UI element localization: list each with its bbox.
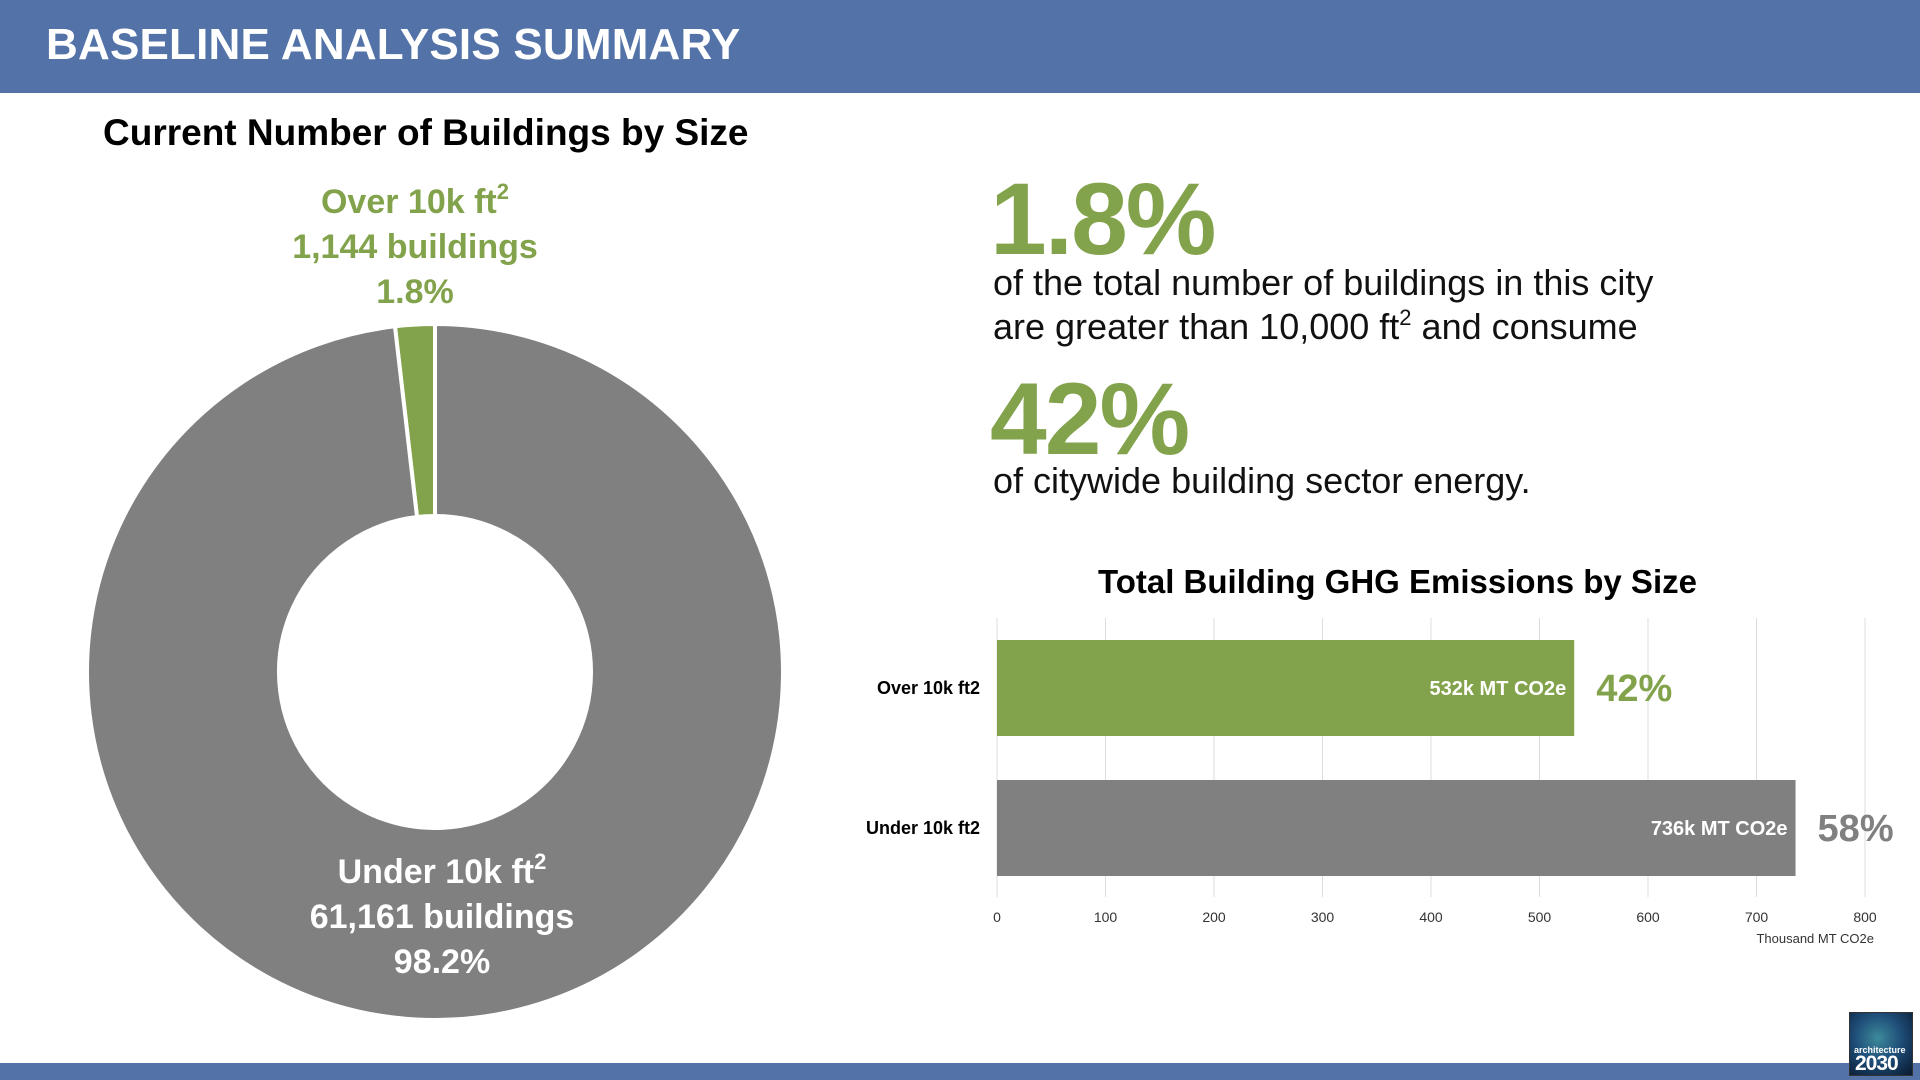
header-bar: BASELINE ANALYSIS SUMMARY — [0, 0, 1920, 93]
x-tick-label: 700 — [1745, 909, 1769, 925]
x-tick-label: 800 — [1853, 909, 1877, 925]
under-label-count: 61,161 buildings — [309, 898, 575, 936]
bar-chart-title: Total Building GHG Emissions by Size — [1098, 563, 1697, 600]
category-label: Under 10k ft2 — [866, 818, 980, 838]
page-title: BASELINE ANALYSIS SUMMARY — [46, 20, 741, 69]
logo-maintext: 2030 — [1855, 1052, 1899, 1075]
footer-bar — [0, 1063, 1920, 1080]
bar-value-label: 736k MT CO2e — [1651, 818, 1788, 840]
bar-value-label: 532k MT CO2e — [1429, 678, 1566, 700]
over-label-percent: 1.8% — [376, 273, 454, 311]
stat-percent-energy: 42% — [990, 362, 1190, 476]
x-tick-label: 600 — [1636, 909, 1660, 925]
stat-text-line1: of the total number of buildings in this… — [993, 262, 1654, 303]
x-axis-title: Thousand MT CO2e — [1756, 931, 1874, 946]
over-label-sup: 2 — [496, 179, 509, 204]
donut-label-over: Over 10k ft2 1,144 buildings 1.8% — [255, 180, 575, 315]
stat-percent-buildings: 1.8% — [990, 162, 1216, 276]
bar-percent-label: 42% — [1596, 668, 1672, 710]
under-label-percent: 98.2% — [393, 943, 491, 981]
donut-chart-title: Current Number of Buildings by Size — [103, 112, 749, 153]
under-label-sup: 2 — [534, 849, 547, 874]
architecture-2030-logo: architecture 2030 — [1849, 1012, 1913, 1076]
bar-over — [997, 640, 1575, 736]
x-tick-label: 100 — [1094, 909, 1118, 925]
over-label-line1: Over 10k ft — [320, 183, 497, 221]
stat-text-line2a: are greater than 10,000 ft — [993, 306, 1400, 347]
donut-slice-under — [85, 321, 785, 1022]
stat-text-sup: 2 — [1399, 305, 1412, 330]
stat-description-buildings: of the total number of buildings in this… — [993, 261, 1653, 349]
under-label-line1: Under 10k ft — [337, 853, 535, 891]
category-label: Over 10k ft2 — [877, 678, 980, 698]
over-label-count: 1,144 buildings — [292, 228, 538, 266]
x-tick-label: 400 — [1419, 909, 1443, 925]
x-tick-label: 300 — [1311, 909, 1335, 925]
x-tick-label: 500 — [1528, 909, 1552, 925]
donut-label-under: Under 10k ft2 61,161 buildings 98.2% — [282, 850, 602, 985]
x-tick-label: 200 — [1202, 909, 1226, 925]
stat-text-line2b: and consume — [1411, 306, 1638, 347]
logo-subtext: architecture — [1854, 1045, 1906, 1055]
stat-description-energy: of citywide building sector energy. — [993, 460, 1531, 501]
bar-percent-label: 58% — [1818, 808, 1894, 850]
x-tick-label: 0 — [993, 909, 1001, 925]
bar-under — [997, 780, 1796, 876]
